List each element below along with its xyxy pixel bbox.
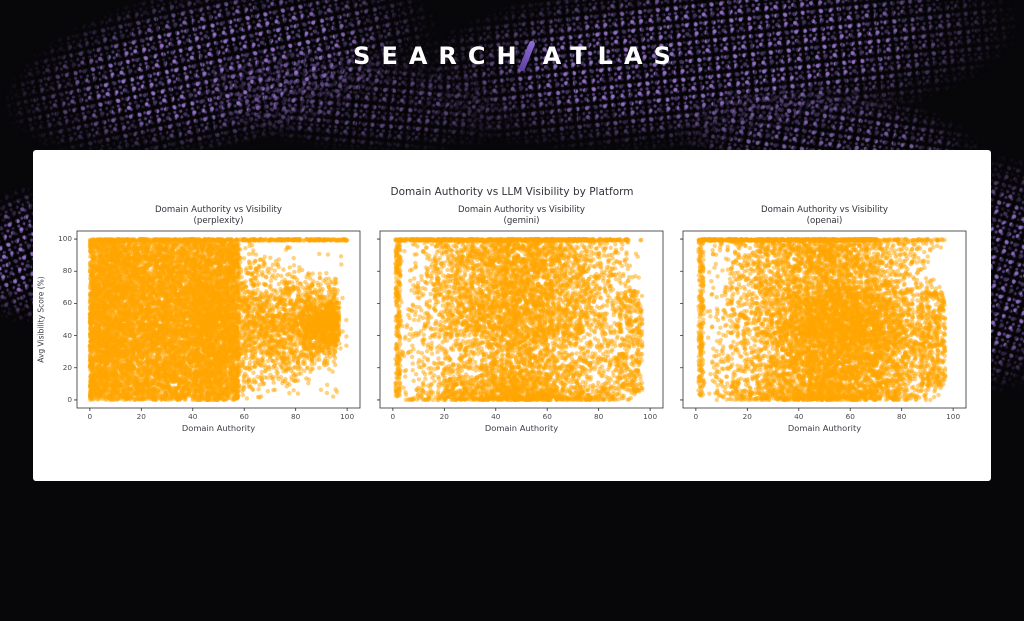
x-tick-label: 0 (87, 412, 93, 421)
subplot-title: Domain Authority vs Visibility (155, 205, 282, 215)
subplot-perplexity: Domain Authority vs Visibility (perplexi… (58, 205, 368, 433)
y-tick-label: 0 (67, 394, 72, 404)
scatter-canvas-gemini (372, 223, 671, 416)
y-tick-label: 20 (62, 362, 72, 372)
scatter-canvas-openai (675, 223, 974, 416)
x-tick-label: 100 (340, 412, 355, 421)
x-tick-label: 0 (390, 412, 396, 421)
y-tick-label: 80 (62, 266, 72, 276)
x-axis-label: Domain Authority (787, 423, 862, 433)
logo-text-atlas: ATLAS (542, 42, 682, 70)
search-atlas-logo: SEARCH ATLAS (0, 40, 1024, 72)
plot-area-gemini: 0 20 40 60 80 100 (372, 223, 671, 421)
x-tick-label: 20 (136, 412, 146, 421)
y-axis-label: Avg Visibility Score (%) (36, 276, 46, 363)
subplot-openai: Domain Authority vs Visibility (openai) … (675, 205, 974, 433)
x-tick-label: 100 (946, 412, 961, 421)
plot-area-openai: 0 20 40 60 80 100 (675, 223, 974, 421)
y-tick-label: 40 (62, 330, 72, 340)
subplot-title: Domain Authority vs Visibility (458, 205, 585, 215)
x-tick-label: 0 (693, 412, 699, 421)
chart-card: Domain Authority vs LLM Visibility by Pl… (33, 150, 991, 481)
x-tick-label: 20 (742, 412, 752, 421)
x-tick-label: 40 (188, 412, 198, 421)
x-tick-label: 40 (794, 412, 804, 421)
x-tick-label: 80 (594, 412, 604, 421)
subplot-title: Domain Authority vs Visibility (761, 205, 888, 215)
x-tick-label: 40 (491, 412, 501, 421)
y-tick-label: 100 (58, 234, 72, 244)
figure-title: Domain Authority vs LLM Visibility by Pl… (390, 186, 634, 198)
subplot-gemini: Domain Authority vs Visibility (gemini) … (372, 205, 671, 433)
x-tick-label: 80 (897, 412, 907, 421)
plot-area-perplexity: 0 20 40 60 80 100 0 20 40 60 80 100 (58, 223, 368, 421)
x-axis-label: Domain Authority (181, 423, 256, 433)
x-tick-label: 20 (439, 412, 449, 421)
x-tick-label: 60 (542, 412, 552, 421)
x-tick-label: 60 (239, 412, 249, 421)
x-tick-label: 60 (845, 412, 855, 421)
scatter-canvas-perplexity (69, 223, 368, 416)
x-axis-label: Domain Authority (484, 423, 559, 433)
logo-text-search: SEARCH (353, 42, 528, 70)
y-tick-label: 60 (62, 298, 72, 308)
x-tick-label: 100 (643, 412, 658, 421)
x-tick-label: 80 (291, 412, 301, 421)
